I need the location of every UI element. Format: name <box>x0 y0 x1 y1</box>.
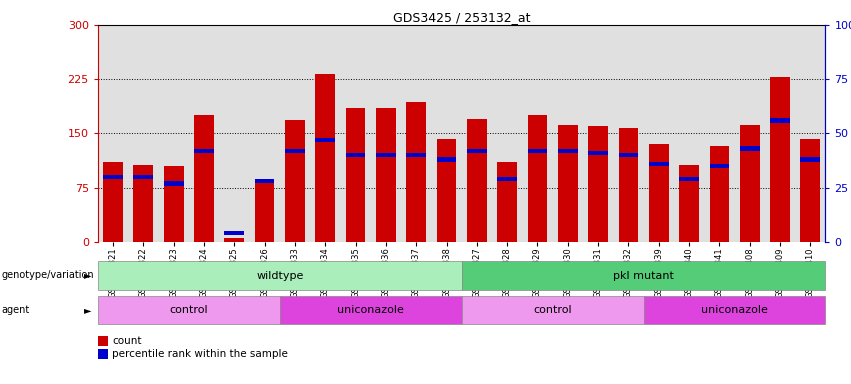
Bar <box>643 296 825 324</box>
Bar <box>371 25 401 242</box>
Bar <box>801 157 820 162</box>
Bar <box>710 164 729 168</box>
Bar <box>163 181 184 185</box>
Bar <box>583 25 614 242</box>
Bar <box>467 149 487 153</box>
Bar <box>134 164 153 242</box>
Bar <box>163 166 184 242</box>
Text: uniconazole: uniconazole <box>337 305 404 315</box>
Bar <box>249 25 280 242</box>
Bar <box>614 25 643 242</box>
Bar <box>285 149 305 153</box>
Bar <box>492 25 523 242</box>
Bar <box>103 175 123 179</box>
Bar <box>194 115 214 242</box>
Bar <box>134 175 153 179</box>
Text: count: count <box>112 336 142 346</box>
Bar <box>558 125 578 242</box>
Bar <box>523 25 552 242</box>
Bar <box>461 261 825 290</box>
Bar <box>406 103 426 242</box>
Text: wildtype: wildtype <box>256 270 304 281</box>
Bar <box>770 77 790 242</box>
Bar <box>552 25 583 242</box>
Bar <box>497 162 517 242</box>
Bar <box>740 146 760 151</box>
Bar <box>316 138 335 142</box>
Bar <box>103 162 123 242</box>
Bar <box>765 25 795 242</box>
Bar <box>467 119 487 242</box>
Bar <box>704 25 734 242</box>
Bar <box>461 296 643 324</box>
Bar <box>346 153 365 157</box>
Bar <box>376 153 396 157</box>
Text: ►: ► <box>84 270 92 280</box>
Text: ►: ► <box>84 305 92 315</box>
Bar <box>189 25 220 242</box>
Text: control: control <box>169 305 208 315</box>
Text: agent: agent <box>2 305 30 315</box>
Text: pkl mutant: pkl mutant <box>613 270 674 281</box>
Bar <box>194 149 214 153</box>
Bar <box>285 121 305 242</box>
Bar <box>310 25 340 242</box>
Bar <box>129 25 158 242</box>
Bar <box>679 164 699 242</box>
Bar <box>528 115 547 242</box>
Text: genotype/variation: genotype/variation <box>2 270 94 280</box>
Bar <box>401 25 431 242</box>
Bar <box>588 151 608 155</box>
Text: control: control <box>534 305 572 315</box>
Bar <box>346 108 365 242</box>
Title: GDS3425 / 253132_at: GDS3425 / 253132_at <box>393 11 530 24</box>
Bar <box>280 25 310 242</box>
Bar <box>220 25 249 242</box>
Bar <box>801 139 820 242</box>
Bar <box>316 74 335 242</box>
Bar <box>437 139 456 242</box>
Bar <box>431 25 461 242</box>
Bar <box>679 177 699 181</box>
Bar <box>437 157 456 162</box>
Bar <box>734 25 765 242</box>
Bar <box>280 296 461 324</box>
Bar <box>740 125 760 242</box>
Bar <box>795 25 825 242</box>
Bar <box>674 25 704 242</box>
Bar <box>558 149 578 153</box>
Bar <box>528 149 547 153</box>
Bar <box>254 182 275 242</box>
Bar <box>406 153 426 157</box>
Bar <box>710 146 729 242</box>
Text: uniconazole: uniconazole <box>701 305 768 315</box>
Text: percentile rank within the sample: percentile rank within the sample <box>112 349 288 359</box>
Bar <box>619 127 638 242</box>
Bar <box>225 238 244 242</box>
Bar <box>98 296 280 324</box>
Bar <box>158 25 189 242</box>
Bar <box>98 261 461 290</box>
Bar <box>770 118 790 122</box>
Bar <box>461 25 492 242</box>
Bar <box>98 25 129 242</box>
Bar <box>225 231 244 235</box>
Bar <box>588 126 608 242</box>
Bar <box>254 179 275 183</box>
Bar <box>376 108 396 242</box>
Bar <box>340 25 371 242</box>
Bar <box>648 162 669 166</box>
Bar <box>619 153 638 157</box>
Bar <box>643 25 674 242</box>
Bar <box>648 144 669 242</box>
Bar <box>497 177 517 181</box>
